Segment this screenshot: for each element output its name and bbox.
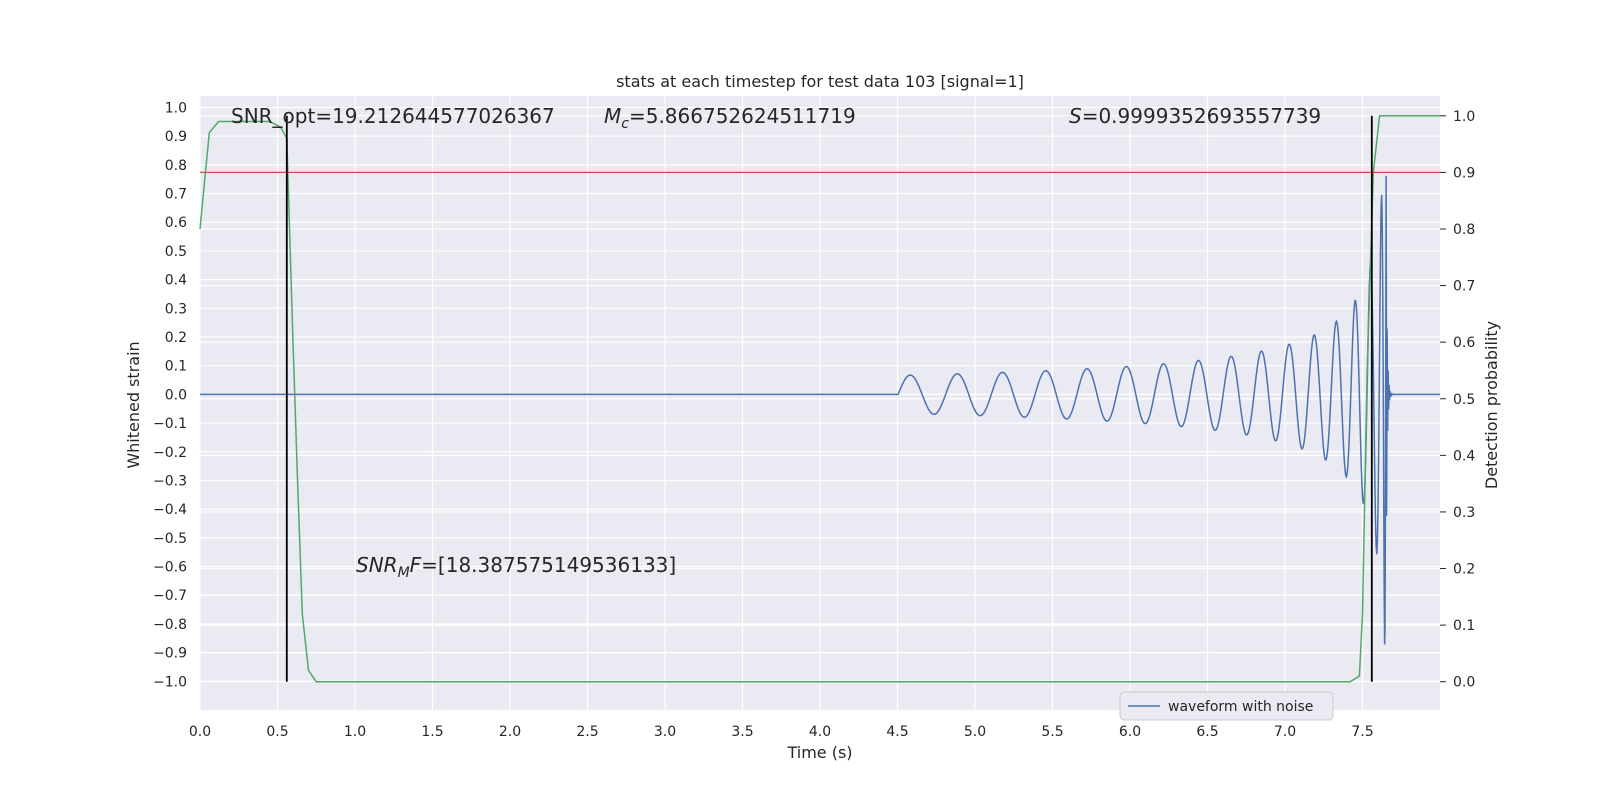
- x-tick-label: 2.5: [576, 724, 598, 740]
- x-tick-label: 0.0: [189, 724, 211, 740]
- annotation-snr-mf-f: F: [410, 553, 422, 577]
- annotation-chirp-mass-sub: c: [621, 116, 629, 132]
- y-left-tick-label: 0.7: [165, 187, 187, 203]
- x-tick-label: 5.0: [964, 724, 986, 740]
- y-left-tick-label: 0.1: [165, 359, 187, 375]
- annotation-statistic-symbol: S: [1069, 104, 1082, 128]
- legend: waveform with noise: [1119, 691, 1334, 721]
- y-right-tick-label: 0.2: [1453, 562, 1475, 578]
- x-tick-label: 3.0: [654, 724, 676, 740]
- y-left-tick-label: 0.5: [165, 244, 187, 260]
- x-tick-label: 0.5: [266, 724, 288, 740]
- y-right-tick-label: 0.6: [1453, 335, 1475, 351]
- y-left-tick-label: −0.2: [153, 445, 187, 461]
- annotation-snr-mf-sub: M: [398, 565, 410, 581]
- x-tick-label: 1.5: [421, 724, 443, 740]
- chart-title: stats at each timestep for test data 103…: [616, 72, 1024, 91]
- x-tick-label: 2.0: [499, 724, 521, 740]
- y-right-tick-label: 0.3: [1453, 505, 1475, 521]
- x-tick-label: 5.5: [1041, 724, 1063, 740]
- y-left-tick-label: −0.3: [153, 473, 187, 489]
- y-left-tick-label: 0.2: [165, 330, 187, 346]
- y-right-tick-label: 0.8: [1453, 222, 1475, 238]
- y-left-tick-label: 0.9: [165, 129, 187, 145]
- x-tick-label: 7.5: [1351, 724, 1373, 740]
- annotation-statistic: S=0.9999352693557739: [1069, 104, 1321, 128]
- y-left-axis-label: Whitened strain: [124, 341, 143, 468]
- y-left-tick-label: −0.8: [153, 617, 187, 633]
- annotation-snr-mf: SNRMF=[18.387575149536133]: [356, 553, 676, 581]
- y-right-axis-label: Detection probability: [1482, 321, 1501, 489]
- x-tick-label: 4.5: [886, 724, 908, 740]
- y-left-tick-label: −0.9: [153, 646, 187, 662]
- y-right-tick-labels: 1.0 0.9 0.8 0.7 0.6 0.5 0.4 0.3 0.2 0.1 0.0: [1440, 109, 1475, 691]
- y-left-tick-label: −1.0: [153, 674, 187, 690]
- y-right-tick-label: 0.9: [1453, 165, 1475, 181]
- x-tick-label: 7.0: [1274, 724, 1296, 740]
- x-tick-label: 6.0: [1119, 724, 1141, 740]
- y-left-tick-label: −0.4: [153, 502, 187, 518]
- x-tick-label: 3.5: [731, 724, 753, 740]
- y-right-tick-label: 0.7: [1453, 279, 1475, 295]
- y-left-tick-label: 0.6: [165, 215, 187, 231]
- y-left-tick-label: 0.8: [165, 158, 187, 174]
- annotation-chirp-mass-symbol: M: [604, 104, 621, 128]
- annotation-snr-mf-symbol: SNR: [356, 553, 398, 577]
- y-left-tick-label: 0.0: [165, 387, 187, 403]
- x-tick-label: 6.5: [1196, 724, 1218, 740]
- detection-probability-line: [199, 115, 1440, 683]
- y-left-tick-labels: 1.0 0.9 0.8 0.7 0.6 0.5 0.4 0.3 0.2 0.1 0.0 −0.1 −0.…: [153, 100, 187, 690]
- annotation-snr-mf-value: =[18.387575149536133]: [421, 553, 676, 577]
- y-left-tick-label: 0.4: [165, 273, 187, 289]
- annotation-statistic-value: =0.9999352693557739: [1082, 104, 1321, 128]
- x-tick-label: 4.0: [809, 724, 831, 740]
- x-tick-label: 1.0: [344, 724, 366, 740]
- x-tick-labels: 0.0 0.5 1.0 1.5 2.0 2.5 3.0 3.5 4.0 4.5 5.0 5.5 6.0 6…: [189, 724, 1374, 740]
- annotation-chirp-mass-value: =5.866752624511719: [629, 104, 856, 128]
- y-left-tick-label: 0.3: [165, 301, 187, 317]
- x-axis-label: Time (s): [786, 743, 852, 762]
- legend-box: [1119, 691, 1334, 721]
- y-right-tick-label: 0.1: [1453, 618, 1475, 634]
- y-right-tick-label: 1.0: [1453, 109, 1475, 125]
- y-left-tick-label: −0.6: [153, 560, 187, 576]
- y-left-tick-label: −0.5: [153, 531, 187, 547]
- annotation-chirp-mass: Mc=5.866752624511719: [604, 104, 856, 132]
- reference-lines: [200, 115, 1440, 682]
- y-right-tick-label: 0.5: [1453, 392, 1475, 408]
- y-left-tick-label: 1.0: [165, 100, 187, 116]
- y-left-tick-label: −0.7: [153, 588, 187, 604]
- legend-label-waveform: waveform with noise: [1168, 699, 1313, 715]
- series-layer: [199, 115, 1440, 683]
- y-right-tick-label: 0.4: [1453, 448, 1475, 464]
- y-left-tick-label: −0.1: [153, 416, 187, 432]
- annotation-snr-opt: SNR_opt=19.212644577026367: [231, 104, 555, 128]
- waveform-series-line: [200, 175, 1440, 645]
- y-right-tick-label: 0.0: [1453, 675, 1475, 691]
